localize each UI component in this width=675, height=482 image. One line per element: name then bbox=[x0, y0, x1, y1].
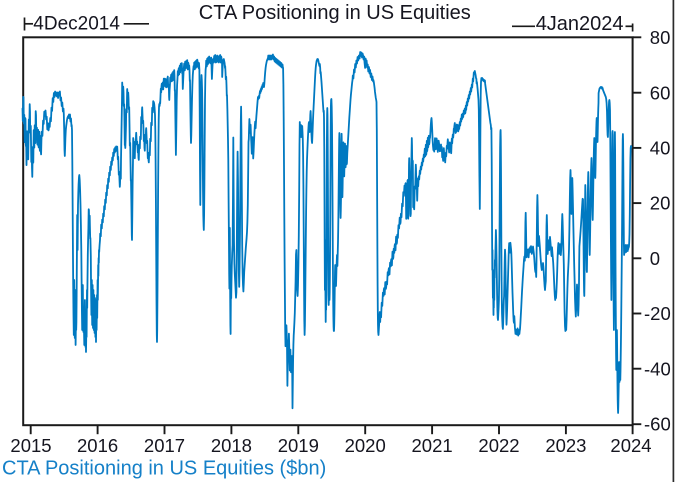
svg-text:2017: 2017 bbox=[144, 435, 185, 456]
svg-text:-60: -60 bbox=[644, 413, 671, 434]
svg-text:2015: 2015 bbox=[10, 435, 51, 456]
svg-text:0: 0 bbox=[650, 248, 660, 269]
svg-text:2016: 2016 bbox=[77, 435, 118, 456]
svg-text:2024: 2024 bbox=[610, 435, 651, 456]
svg-text:CTA Positioning in US Equities: CTA Positioning in US Equities ($bn) bbox=[2, 458, 326, 480]
svg-text:4Jan2024: 4Jan2024 bbox=[536, 13, 624, 35]
svg-text:60: 60 bbox=[650, 82, 671, 103]
svg-text:-40: -40 bbox=[644, 358, 671, 379]
svg-text:CTA Positioning in US Equities: CTA Positioning in US Equities bbox=[199, 2, 471, 24]
svg-text:2019: 2019 bbox=[278, 435, 319, 456]
svg-text:2022: 2022 bbox=[478, 435, 519, 456]
svg-text:2020: 2020 bbox=[345, 435, 386, 456]
svg-text:20: 20 bbox=[650, 193, 671, 214]
svg-text:80: 80 bbox=[650, 27, 671, 48]
svg-text:2021: 2021 bbox=[412, 435, 453, 456]
svg-text:4Dec2014: 4Dec2014 bbox=[33, 14, 120, 35]
svg-text:40: 40 bbox=[650, 138, 671, 159]
svg-text:2023: 2023 bbox=[545, 435, 586, 456]
svg-text:-20: -20 bbox=[644, 303, 671, 324]
svg-text:2018: 2018 bbox=[211, 435, 252, 456]
